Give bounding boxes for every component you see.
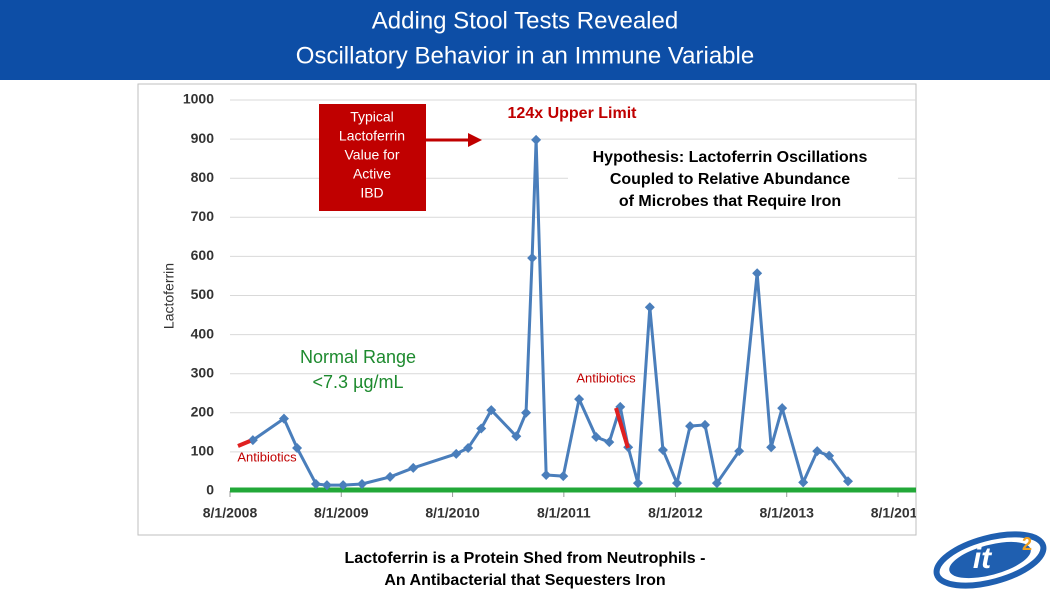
y-axis-label: Lactoferrin [161,263,177,329]
ibd-label: Value for [345,147,400,163]
footer-line: An Antibacterial that Sequesters Iron [384,572,665,589]
data-point [644,302,655,313]
x-tick-label: 8/1/2010 [425,505,480,521]
x-tick-label: 8/1/2012 [648,505,703,521]
x-tick-label: 8/1/2013 [759,505,814,521]
logo: it 2 [933,531,1047,589]
plot: 0 100 200 300 400 500 600 700 800 900 1000 Lactofer… [161,91,926,521]
data-point [604,437,615,448]
y-tick-label: 400 [191,325,215,341]
data-point [558,471,569,482]
data-point [632,478,643,489]
ibd-label: Active [353,166,391,182]
ibd-box [319,104,426,211]
data-point [357,478,368,489]
title-line: Adding Stool Tests Revealed [372,7,678,34]
header-band [0,0,1050,80]
antibiotics-marker [614,407,630,449]
data-point [824,450,835,461]
y-tick-label: 500 [191,286,215,302]
data-point [511,431,522,442]
normal-range-label: Normal Range [300,347,416,367]
ibd-label: IBD [360,185,383,201]
data-point [463,442,474,453]
y-tick-label: 1000 [183,91,214,107]
logo-text: it [973,542,993,575]
data-point [574,394,585,405]
antibiotics-label: Antibiotics [576,370,636,385]
antibiotics-marker [237,439,251,448]
normal-range-label: <7.3 µg/mL [313,372,404,392]
y-tick-label: 300 [191,364,215,380]
data-point [527,252,538,263]
x-tick-label: 8/1/2011 [537,505,591,521]
antibiotics-label: Antibiotics [237,449,297,464]
title-line: Oscillatory Behavior in an Immune Variab… [296,42,754,69]
arrow-head [468,133,482,147]
data-point [451,448,462,459]
data-point [591,432,602,443]
data-point [685,421,696,432]
footer-line: Lactoferrin is a Protein Shed from Neutr… [345,550,706,567]
x-tick-label: 8/1/2008 [203,505,258,521]
data-point [338,480,349,491]
ibd-label: Lactoferrin [339,128,405,144]
hypothesis-bg [568,144,898,212]
data-point [671,478,682,489]
y-tick-label: 900 [191,130,215,146]
data-point [777,403,788,414]
y-tick-label: 200 [191,404,215,420]
hypothesis-label: of Microbes that Require Iron [619,193,841,210]
x-tick-label: 8/1/2014 [871,505,926,521]
data-point [752,268,763,279]
x-tick-label: 8/1/2009 [314,505,369,521]
y-tick-label: 100 [191,443,215,459]
data-point [476,423,487,434]
data-point [385,471,396,482]
y-tick-label: 800 [191,169,215,185]
data-point [408,462,419,473]
y-tick-label: 700 [191,208,215,224]
upper-limit-label: 124x Upper Limit [508,105,638,122]
data-point [766,442,777,453]
data-point [531,134,542,145]
data-point [486,405,497,416]
data-point [798,477,809,488]
ibd-label: Typical [350,109,394,125]
y-tick-label: 600 [191,247,215,263]
data-point [541,469,552,480]
data-point [521,407,532,418]
data-point [321,480,332,491]
data-point [700,419,711,430]
hypothesis-label: Hypothesis: Lactoferrin Oscillations [593,149,868,166]
data-point [734,446,745,457]
data-point [711,478,722,489]
data-point [657,444,668,455]
data-point [310,478,321,489]
data-point [278,413,289,424]
hypothesis-label: Coupled to Relative Abundance [610,171,850,188]
data-point [842,476,853,487]
data-point [292,442,303,453]
data-point [812,446,823,457]
logo-sup: 2 [1022,534,1032,554]
y-tick-label: 0 [206,482,214,498]
